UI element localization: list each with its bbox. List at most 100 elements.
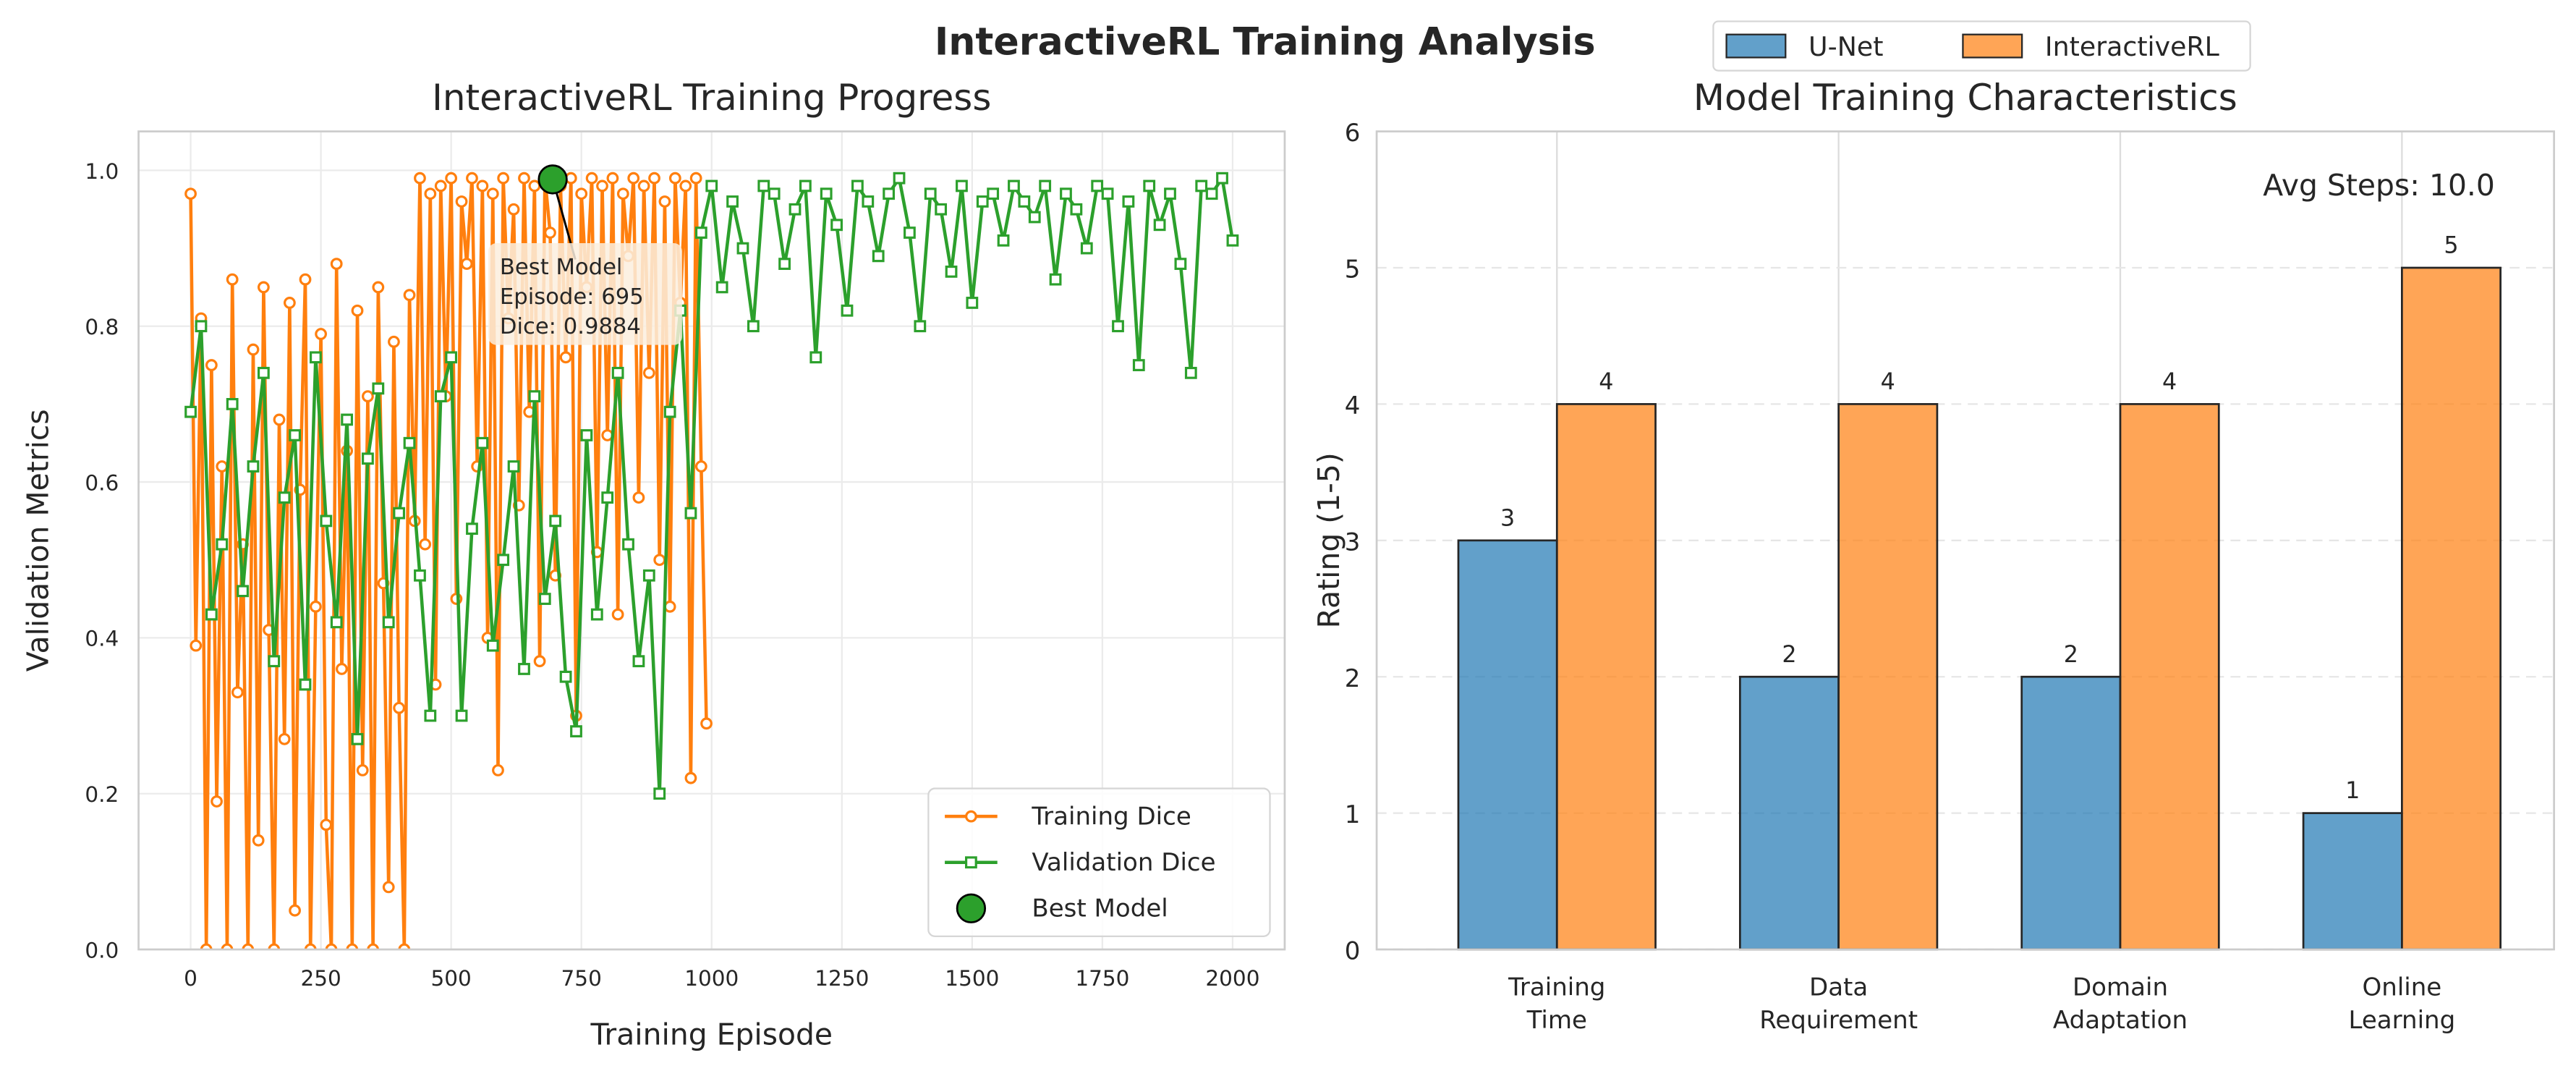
marker (694, 460, 707, 473)
marker (1226, 234, 1239, 247)
marker (372, 382, 385, 395)
marker (1112, 320, 1124, 333)
marker (935, 203, 948, 216)
marker (351, 304, 364, 317)
marker (830, 219, 843, 232)
marker (356, 764, 369, 776)
marker (268, 943, 281, 950)
marker (289, 429, 301, 441)
marker (1122, 195, 1135, 208)
marker (653, 787, 666, 800)
marker (611, 608, 624, 621)
marker (747, 320, 760, 333)
bar (1738, 675, 1840, 951)
marker (466, 522, 478, 536)
annotation-box (488, 242, 682, 345)
marker (528, 179, 541, 192)
marker (1091, 179, 1104, 192)
y-tick-label: 6 (1345, 119, 1361, 148)
bar-value-label: 4 (1599, 369, 1613, 395)
bar (2119, 403, 2220, 951)
marker (559, 351, 572, 364)
y-tick-label: 1.0 (85, 159, 119, 184)
marker (694, 227, 707, 239)
marker (642, 569, 655, 582)
marker (883, 187, 896, 200)
bar (1457, 539, 1558, 951)
marker (585, 172, 598, 185)
chart-title: Model Training Characteristics (1693, 77, 2237, 119)
marker (330, 258, 343, 271)
marker (257, 366, 270, 379)
marker (184, 187, 197, 200)
y-tick-label: 0.8 (85, 315, 119, 339)
marker (351, 732, 364, 745)
marker (257, 281, 270, 294)
marker (1028, 211, 1041, 224)
marker (320, 515, 333, 528)
marker (434, 390, 447, 403)
x-tick-label: 1750 (1075, 966, 1129, 991)
marker (632, 491, 645, 504)
marker (637, 179, 650, 192)
marker (221, 943, 234, 950)
annotation: Best Model Episode: 695 Dice: 0.9884 (500, 255, 644, 339)
marker (205, 608, 218, 621)
marker (445, 351, 458, 364)
marker (278, 491, 291, 504)
x-tick-label: 250 (300, 966, 341, 991)
marker (455, 195, 468, 208)
marker (606, 172, 619, 185)
marker (841, 304, 854, 317)
legend-marker (956, 893, 987, 923)
marker (976, 195, 989, 208)
marker (997, 234, 1010, 247)
marker (398, 943, 411, 950)
y-tick-label: 0 (1345, 937, 1361, 966)
marker (362, 452, 374, 465)
marker (872, 250, 885, 263)
marker (184, 405, 197, 418)
marker (622, 538, 634, 551)
marker (987, 187, 1000, 200)
marker (914, 320, 927, 333)
marker (757, 179, 770, 192)
marker (320, 818, 333, 831)
marker (549, 515, 562, 528)
marker (372, 281, 385, 294)
marker (278, 732, 291, 745)
marker (1008, 179, 1020, 192)
marker (226, 273, 239, 286)
bar-value-label: 4 (1881, 369, 1895, 395)
x-axis-label: Training Episode (590, 1017, 833, 1052)
marker (820, 187, 833, 200)
marker (414, 172, 426, 185)
legend-marker (965, 810, 977, 823)
bar-value-label: 5 (2444, 233, 2458, 259)
marker (1039, 179, 1052, 192)
marker (393, 507, 406, 520)
marker (299, 273, 312, 286)
marker (684, 507, 697, 520)
marker (268, 655, 281, 668)
legend-label: InteractiveRL (2045, 31, 2220, 62)
marker (403, 436, 416, 449)
x-tick-label: 0 (184, 966, 197, 991)
marker (1070, 203, 1083, 216)
bar (1837, 403, 1939, 951)
marker (382, 881, 395, 894)
marker (601, 491, 614, 504)
marker (341, 413, 354, 426)
marker (904, 227, 916, 239)
x-tick-label: 1500 (945, 966, 999, 991)
marker (715, 281, 728, 294)
bar-value-label: 3 (1500, 505, 1515, 531)
marker (211, 795, 223, 808)
bar-value-label: 2 (2064, 642, 2078, 668)
marker (684, 771, 697, 784)
legend-marker (965, 856, 977, 869)
marker (533, 655, 546, 668)
marker (273, 413, 286, 426)
x-tick-label: Data Requirement (1759, 973, 1918, 1035)
